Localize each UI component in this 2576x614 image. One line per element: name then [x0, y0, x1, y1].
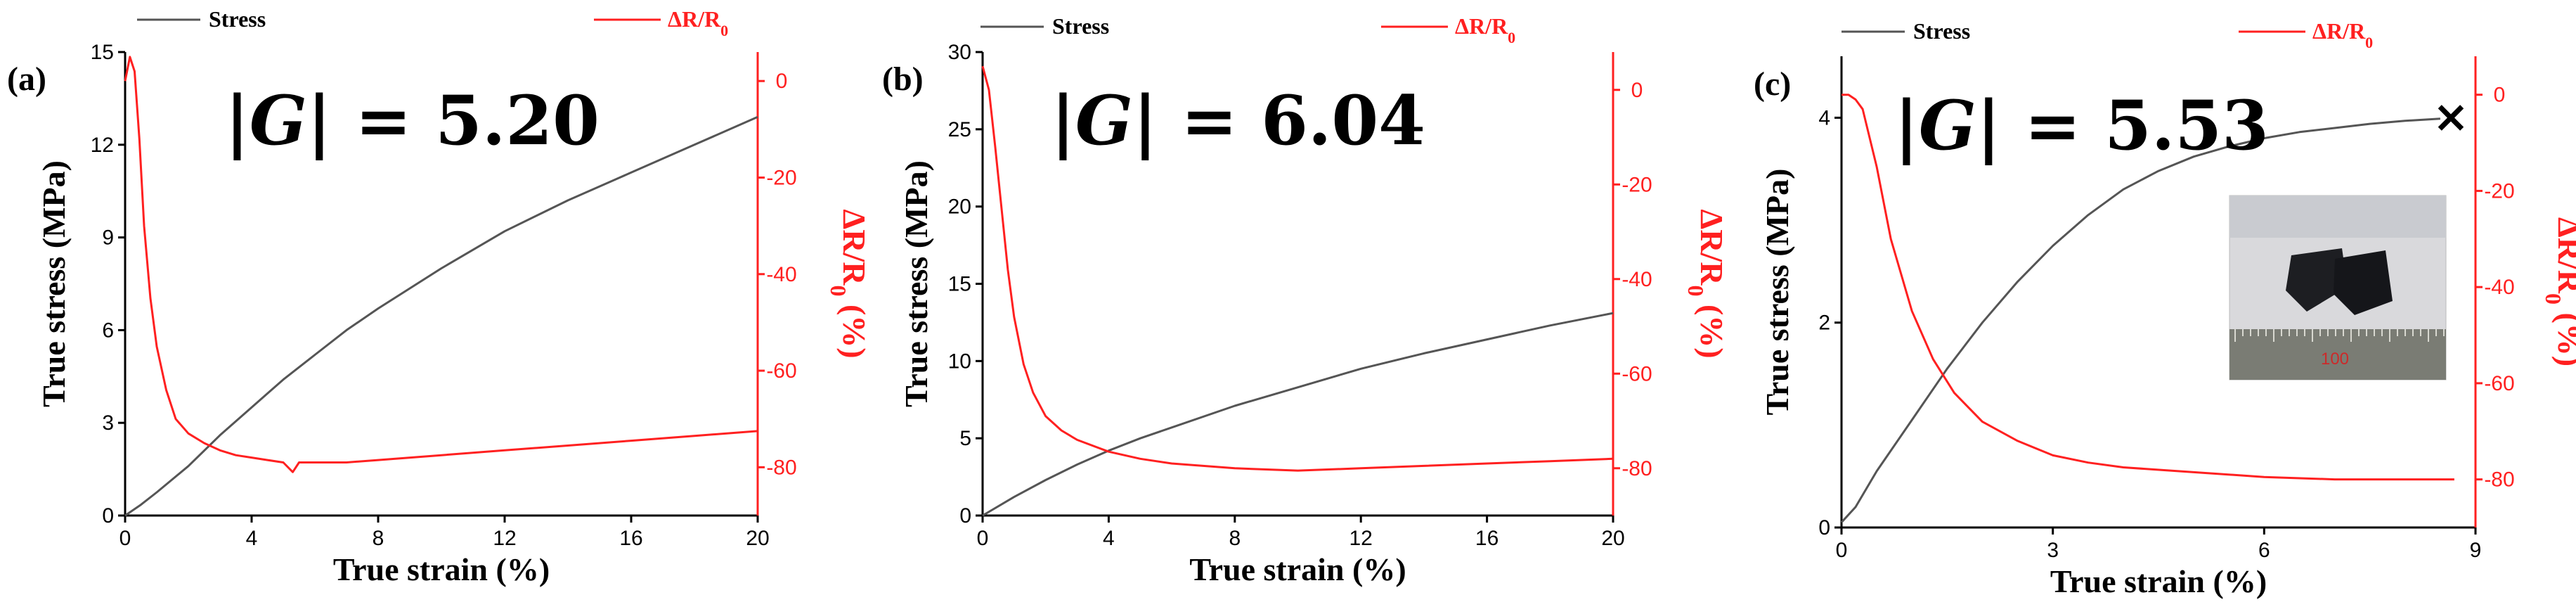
stress-series-line [1840, 117, 2440, 523]
y-left-tick-label: 2 [1818, 312, 1830, 335]
legend-stress-label: Stress [1913, 18, 1970, 44]
y-left-tick-label: 3 [102, 411, 114, 435]
y-right-tick-label: -40 [766, 263, 796, 286]
fracture-marker: × [2433, 91, 2469, 142]
legend-resistance-label: ΔR/R0 [2312, 18, 2373, 51]
y-right-tick-label: 0 [1631, 79, 1643, 102]
panel-label: (b) [882, 60, 924, 98]
x-tick-label: 16 [1475, 527, 1499, 550]
chart-panel-c: 0 3 6 9 0 2 4 0 -20 -40 -60 -80 True strain (%) True … [1754, 18, 2576, 599]
y-right-tick-label: 0 [2494, 84, 2506, 107]
x-tick-label: 8 [373, 527, 384, 550]
y-left-tick-label: 25 [948, 118, 971, 141]
y-left-tick-label: 0 [102, 504, 114, 527]
y-right-tick-label: -40 [2484, 276, 2514, 299]
y-right-axis-title: ΔR/R0 (%) [1683, 209, 1730, 358]
inset-scale-label: 100 [2321, 350, 2349, 369]
x-tick-label: 9 [2470, 539, 2482, 562]
y-left-tick-label: 30 [948, 41, 971, 64]
chart-panel-a: 0 4 8 12 16 20 0 3 6 9 12 15 0 -20 -40 -60 -80 True strai… [7, 6, 872, 587]
legend-stress-label: Stress [209, 6, 266, 32]
y-right-tick-label: -60 [2484, 372, 2514, 395]
y-left-tick-label: 4 [1818, 106, 1830, 129]
y-left-tick-label: 10 [948, 350, 971, 373]
y-right-tick-label: 0 [776, 70, 788, 93]
stress-series-line [982, 312, 1614, 517]
y-right-tick-label: -60 [766, 359, 796, 383]
x-tick-label: 3 [2047, 539, 2059, 562]
y-left-tick-label: 12 [91, 134, 114, 157]
y-right-tick-label: -40 [1622, 268, 1652, 291]
y-left-tick-label: 5 [959, 427, 971, 450]
y-left-tick-label: 6 [102, 319, 114, 342]
y-left-tick-label: 0 [959, 504, 971, 527]
resistance-series-line [1842, 94, 2454, 481]
y-right-tick-label: -80 [2484, 468, 2514, 492]
x-tick-label: 12 [493, 527, 516, 550]
x-tick-label: 0 [977, 527, 989, 550]
y-right-axis-title: ΔR/R0 (%) [2541, 217, 2576, 366]
y-left-axis-title: True stress (MPa) [1759, 169, 1795, 416]
x-tick-label: 6 [2258, 539, 2270, 562]
x-tick-label: 12 [1350, 527, 1373, 550]
sample-piece [2286, 248, 2348, 312]
y-right-tick-label: -80 [1622, 457, 1652, 480]
x-tick-label: 0 [119, 527, 131, 550]
gauge-factor-annotation: |G| = 6.04 [1051, 81, 1425, 160]
panel-label: (c) [1754, 65, 1791, 103]
x-tick-label: 4 [246, 527, 258, 550]
legend-stress-label: Stress [1052, 13, 1109, 39]
y-right-axis-title: ΔR/R0 (%) [826, 209, 872, 358]
x-tick-label: 8 [1229, 527, 1241, 550]
resistance-series-line [124, 56, 758, 473]
x-tick-label: 4 [1103, 527, 1115, 550]
legend-resistance-label: ΔR/R0 [1455, 13, 1515, 46]
stress-series-line [124, 115, 758, 517]
x-tick-label: 16 [619, 527, 642, 550]
x-tick-label: 0 [1836, 539, 1848, 562]
sample-piece [2334, 250, 2393, 315]
gauge-factor-annotation: |G| = 5.20 [225, 81, 600, 160]
chart-panel-b: 0 4 8 12 16 20 0 5 10 15 20 25 30 0 -20 -40 -60 -80 True s… [882, 13, 1730, 587]
x-axis-title: True strain (%) [2050, 563, 2267, 599]
y-right-tick-label: -80 [766, 456, 796, 479]
y-left-tick-label: 0 [1818, 516, 1830, 539]
x-tick-label: 20 [746, 527, 769, 550]
x-axis-title: True strain (%) [333, 551, 550, 587]
y-left-axis-title: True stress (MPa) [898, 160, 934, 407]
panel-label: (a) [7, 60, 46, 98]
y-right-tick-label: -20 [2484, 179, 2514, 203]
y-left-tick-label: 15 [948, 273, 971, 296]
y-right-tick-label: -20 [766, 166, 796, 189]
gauge-factor-annotation: |G| = 5.53 [1894, 86, 2269, 165]
resistance-series-line [981, 65, 1614, 472]
y-right-tick-label: -20 [1622, 173, 1652, 196]
sample-photo-inset: 100 [2229, 195, 2447, 380]
y-left-tick-label: 15 [91, 41, 114, 64]
x-tick-label: 20 [1601, 527, 1624, 550]
y-left-axis-title: True stress (MPa) [36, 160, 72, 407]
legend-resistance-label: ΔR/R0 [668, 6, 728, 39]
y-right-tick-label: -60 [1622, 362, 1652, 385]
y-left-tick-label: 20 [948, 196, 971, 219]
x-axis-title: True strain (%) [1189, 551, 1406, 587]
y-left-tick-label: 9 [102, 226, 114, 250]
